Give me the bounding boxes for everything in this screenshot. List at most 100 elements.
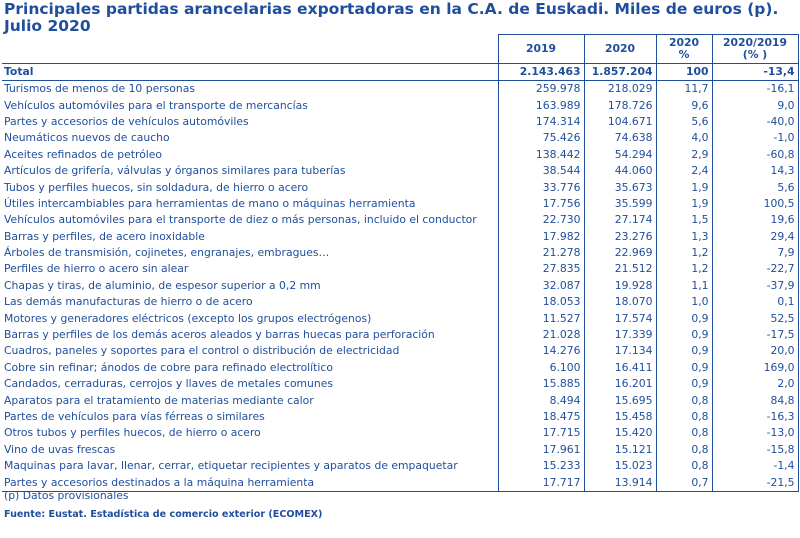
row-name: Barras y perfiles de los demás aceros al…	[4, 328, 435, 342]
row-name: Maquinas para lavar, llenar, cerrar, eti…	[4, 459, 458, 473]
row-share: 0,9	[655, 326, 712, 344]
row-name: Vehículos automóviles para el transporte…	[4, 213, 477, 227]
row-2019: 22.730	[497, 212, 584, 229]
row-name: Perfiles de hierro o acero sin alear	[4, 262, 189, 276]
table-row: Las demás manufacturas de hierro o de ac…	[2, 294, 799, 311]
total-2020: 1.857.204	[583, 63, 656, 81]
row-variation: -15,8	[711, 441, 799, 458]
row-variation: 9,0	[711, 97, 799, 114]
row-2020: 17.574	[583, 310, 656, 327]
row-2020: 13.914	[583, 474, 656, 492]
row-2020: 17.134	[583, 343, 656, 360]
row-share: 0,8	[655, 425, 712, 442]
row-2019: 17.961	[497, 441, 584, 458]
row-2019: 21.028	[497, 326, 584, 344]
table-row: Maquinas para lavar, llenar, cerrar, eti…	[2, 457, 799, 475]
row-name: Vehículos automóviles para el transporte…	[4, 98, 308, 112]
table-row: Motores y generadores eléctricos (except…	[2, 310, 799, 327]
row-share: 5,6	[655, 113, 712, 131]
row-share: 0,8	[655, 457, 712, 475]
row-2019: 27.835	[497, 261, 584, 278]
row-share: 0,9	[655, 310, 712, 327]
row-2019: 17.717	[497, 474, 584, 492]
table-row: Artículos de grifería, válvulas y órgano…	[2, 162, 799, 180]
row-name: Las demás manufacturas de hierro o de ac…	[4, 295, 253, 309]
row-2019: 14.276	[497, 343, 584, 360]
row-name: Árboles de transmisión, cojinetes, engra…	[4, 246, 330, 260]
row-2019: 17.756	[497, 195, 584, 213]
row-2019: 18.053	[497, 294, 584, 311]
row-variation: -21,5	[711, 474, 799, 492]
row-share: 0,8	[655, 392, 712, 409]
header-share: 2020 %	[655, 34, 712, 64]
table-row: Cuadros, paneles y soportes para el cont…	[2, 343, 799, 360]
row-2019: 75.426	[497, 130, 584, 147]
row-2020: 104.671	[583, 113, 656, 131]
table-row: Otros tubos y perfiles huecos, de hierro…	[2, 425, 799, 442]
header-variation-line2: (% )	[742, 48, 768, 61]
row-share: 9,6	[655, 97, 712, 114]
row-2020: 16.201	[583, 376, 656, 393]
header-share-line1: 2020	[668, 36, 700, 49]
row-name: Tubos y perfiles huecos, sin soldadura, …	[4, 180, 309, 194]
row-2019: 17.715	[497, 425, 584, 442]
row-share: 1,9	[655, 195, 712, 213]
table-row: Vehículos automóviles para el transporte…	[2, 212, 799, 229]
header-variation-line1: 2020/2019	[722, 36, 788, 49]
row-name: Vino de uvas frescas	[4, 442, 116, 456]
table-row: Perfiles de hierro o acero sin alear 27.8…	[2, 261, 799, 278]
row-share: 0,9	[655, 376, 712, 393]
row-2019: 11.527	[497, 310, 584, 327]
table-row: Partes de vehículos para vías férreas o …	[2, 408, 799, 426]
row-name: Turismos de menos de 10 personas	[4, 82, 195, 96]
row-variation: 5,6	[711, 179, 799, 196]
total-row: Total 2.143.463 1.857.204 100 -13,4	[2, 63, 799, 81]
row-share: 1,2	[655, 244, 712, 262]
total-label: Total	[2, 63, 498, 81]
row-variation: -13,0	[711, 425, 799, 442]
row-name: Artículos de grifería, válvulas y órgano…	[4, 164, 346, 178]
row-variation: -16,1	[711, 80, 799, 98]
row-name: Barras y perfiles, de acero inoxidable	[4, 229, 205, 243]
table-row: Vehículos automóviles para el transporte…	[2, 97, 799, 114]
row-variation: 7,9	[711, 244, 799, 262]
row-variation: 0,1	[711, 294, 799, 311]
row-2020: 19.928	[583, 277, 656, 295]
total-variation: -13,4	[711, 63, 799, 81]
row-name: Partes y accesorios destinados a la máqu…	[2, 474, 498, 492]
row-name: Chapas y tiras, de aluminio, de espesor …	[4, 278, 321, 292]
row-2019: 18.475	[497, 408, 584, 426]
row-2020: 22.969	[583, 244, 656, 262]
exports-table: 2019 2020 2020 % 2020/2019 (% ) Total 2.…	[2, 34, 799, 492]
row-share: 0,7	[655, 474, 712, 492]
row-2019: 174.314	[497, 113, 584, 131]
table-body: Total 2.143.463 1.857.204 100 -13,4 Turi…	[2, 63, 799, 492]
row-variation: -40,0	[711, 113, 799, 131]
exports-table-container: 2019 2020 2020 % 2020/2019 (% ) Total 2.…	[2, 34, 799, 492]
row-variation: 29,4	[711, 228, 799, 245]
row-2020: 15.695	[583, 392, 656, 409]
table-row: Chapas y tiras, de aluminio, de espesor …	[2, 277, 799, 295]
row-2020: 15.121	[583, 441, 656, 458]
row-name: Aparatos para el tratamiento de materias…	[4, 393, 314, 407]
table-header-row: 2019 2020 2020 % 2020/2019 (% )	[2, 34, 799, 64]
row-2020: 27.174	[583, 212, 656, 229]
row-variation: 100,5	[711, 195, 799, 213]
row-2019: 17.982	[497, 228, 584, 245]
row-variation: 20,0	[711, 343, 799, 360]
row-2020: 23.276	[583, 228, 656, 245]
row-share: 0,9	[655, 343, 712, 360]
row-name: Cuadros, paneles y soportes para el cont…	[4, 344, 400, 358]
row-variation: 169,0	[711, 359, 799, 377]
table-row: Barras y perfiles de los demás aceros al…	[2, 326, 799, 344]
row-share: 4,0	[655, 130, 712, 147]
row-2020: 218.029	[583, 80, 656, 98]
table-row: Vino de uvas frescas 17.961 15.121 0,8 -15,8	[2, 441, 799, 458]
row-name: Candados, cerraduras, cerrojos y llaves …	[4, 377, 334, 391]
row-2020: 44.060	[583, 162, 656, 180]
row-2019: 138.442	[497, 146, 584, 163]
header-2019: 2019	[497, 34, 584, 64]
total-share: 100	[655, 63, 712, 81]
row-2020: 16.411	[583, 359, 656, 377]
row-2020: 17.339	[583, 326, 656, 344]
